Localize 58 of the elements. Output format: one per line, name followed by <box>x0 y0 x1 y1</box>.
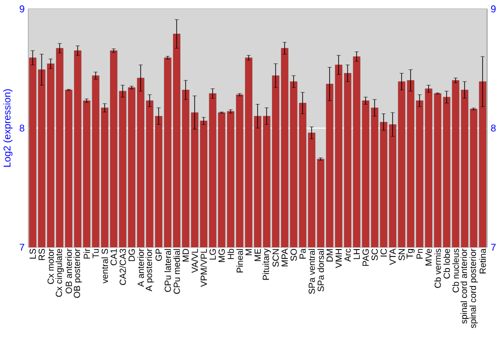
y-tick-label: 7 <box>20 244 24 251</box>
x-tick-label: Cx cingulate <box>56 248 64 297</box>
y2-tick-label: 7 <box>491 244 496 251</box>
x-tick-label: Pituitary <box>262 248 271 280</box>
x-tick-label: SC <box>372 248 378 260</box>
x-tick-label: LG <box>210 249 216 260</box>
x-tick-label: Hb <box>227 248 234 259</box>
x-tick-label: MVe <box>426 248 432 266</box>
y-tick-label: 9 <box>20 5 24 12</box>
x-tick-label: CA2/CA3 <box>119 248 126 285</box>
x-tick-label: OB anterior <box>65 248 72 294</box>
x-tick-label: Cb vermis <box>434 248 441 288</box>
x-tick-label: SPa ventral <box>308 248 315 294</box>
x-tick-label: ventral S <box>101 248 108 284</box>
x-tick-label: VPM/VPL <box>200 248 207 287</box>
x-tick-label: SN <box>398 249 405 260</box>
x-tick-label: VTA <box>390 248 396 265</box>
x-tick-label: MD <box>182 248 189 262</box>
x-tick-label: Pa <box>300 248 306 258</box>
x-tick-label: VA/VL <box>191 248 198 273</box>
y2-tick-label: 8 <box>491 124 496 132</box>
x-tick-label: GP <box>156 248 162 261</box>
x-tick-label: Pir <box>83 248 90 258</box>
x-tick-label: Pn <box>416 248 423 258</box>
x-tick-label: VMH <box>336 249 342 268</box>
x-tick-label: SO <box>290 248 297 261</box>
x-tick-label: LH <box>354 249 360 259</box>
x-tick-label: Tu <box>92 248 99 258</box>
y-axis-title: Log2 (expression) <box>3 89 12 167</box>
x-tick-label: ME <box>254 248 261 261</box>
y-tick-label: 8 <box>20 124 24 132</box>
x-tick-label: PAG <box>362 249 369 266</box>
x-tick-label: MG <box>218 249 225 262</box>
x-tick-label: A posterior <box>146 248 154 292</box>
x-tick-label: IC <box>380 248 387 256</box>
x-tick-label: spinal cord posterior <box>470 248 478 328</box>
x-tick-label: Retina <box>479 248 486 274</box>
x-tick-label: SPa dorsal <box>317 248 324 292</box>
x-tick-label: Pineal <box>236 248 243 272</box>
x-tick-label: OB posterior <box>74 248 82 298</box>
x-tick-label: SCN <box>272 249 279 267</box>
x-tick-label: CA1 <box>110 248 117 266</box>
x-tick-label: CPu lateral <box>164 248 171 292</box>
x-tick-label: DG <box>128 249 135 261</box>
x-tick-label: CPu medial <box>173 248 180 294</box>
x-tick-label: LS <box>30 248 36 258</box>
x-tick-label: Cx motor <box>48 248 54 284</box>
y2-tick-label: 9 <box>491 5 496 12</box>
x-tick-label: Cb nucleus <box>452 248 459 292</box>
x-tick-label: Cb lobe <box>443 248 450 278</box>
x-tick-label: RS <box>38 248 45 260</box>
x-tick-label: MPA <box>282 248 288 266</box>
x-tick-label: Arc <box>344 248 351 262</box>
x-tick-label: DM <box>326 249 333 262</box>
x-tick-label: spinal cord anterior <box>460 248 469 324</box>
x-tick-label: M <box>246 249 252 256</box>
x-tick-label: Tg <box>406 248 415 259</box>
x-tick-label: A anterior <box>137 248 144 287</box>
